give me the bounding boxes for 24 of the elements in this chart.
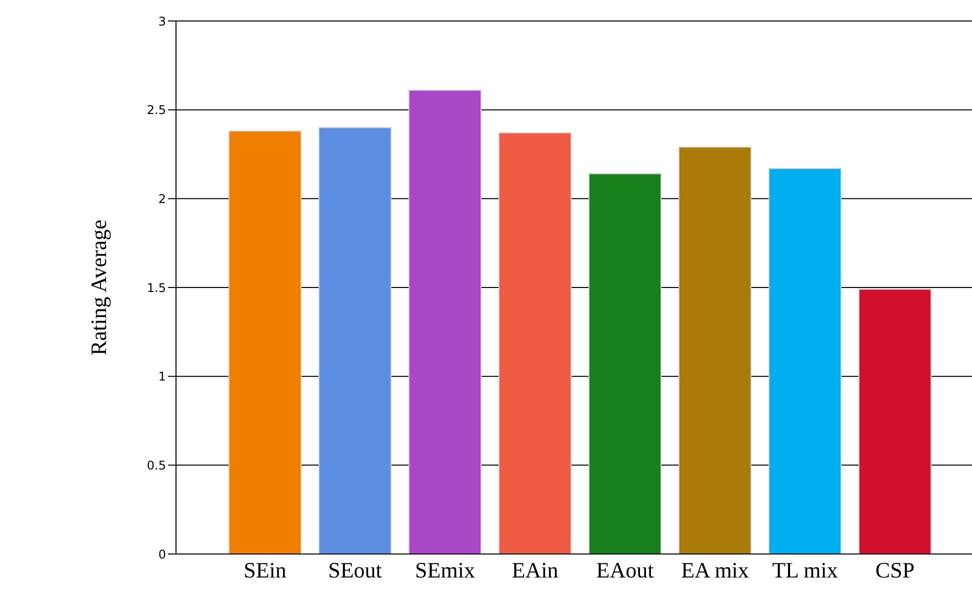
bar — [858, 288, 932, 554]
x-tick-label: EA mix — [681, 558, 749, 583]
y-tick-label: 2 — [158, 192, 166, 206]
bar — [228, 130, 302, 554]
y-tick-label: 3 — [158, 14, 166, 28]
bar — [678, 146, 752, 554]
x-tick-label: EAout — [596, 558, 654, 583]
bar — [318, 127, 392, 554]
bar — [768, 168, 842, 554]
y-axis-title: Rating Average — [86, 220, 111, 356]
bar — [498, 132, 572, 554]
y-tick-label: 2.5 — [146, 103, 166, 118]
y-tick-label: 0 — [158, 547, 166, 562]
x-tick-label: SEout — [328, 558, 382, 583]
bar — [588, 173, 662, 554]
bar — [408, 90, 482, 554]
x-tick-label: TL mix — [772, 558, 838, 583]
y-tick-label: 1 — [158, 370, 166, 384]
x-tick-label: SEin — [244, 558, 286, 583]
y-tick-label: 1.5 — [146, 280, 166, 295]
y-tick-label: 0.5 — [146, 458, 166, 472]
x-tick-label: EAin — [512, 558, 558, 583]
x-tick-label: SEmix — [415, 558, 475, 583]
x-tick-label: CSP — [875, 558, 915, 583]
